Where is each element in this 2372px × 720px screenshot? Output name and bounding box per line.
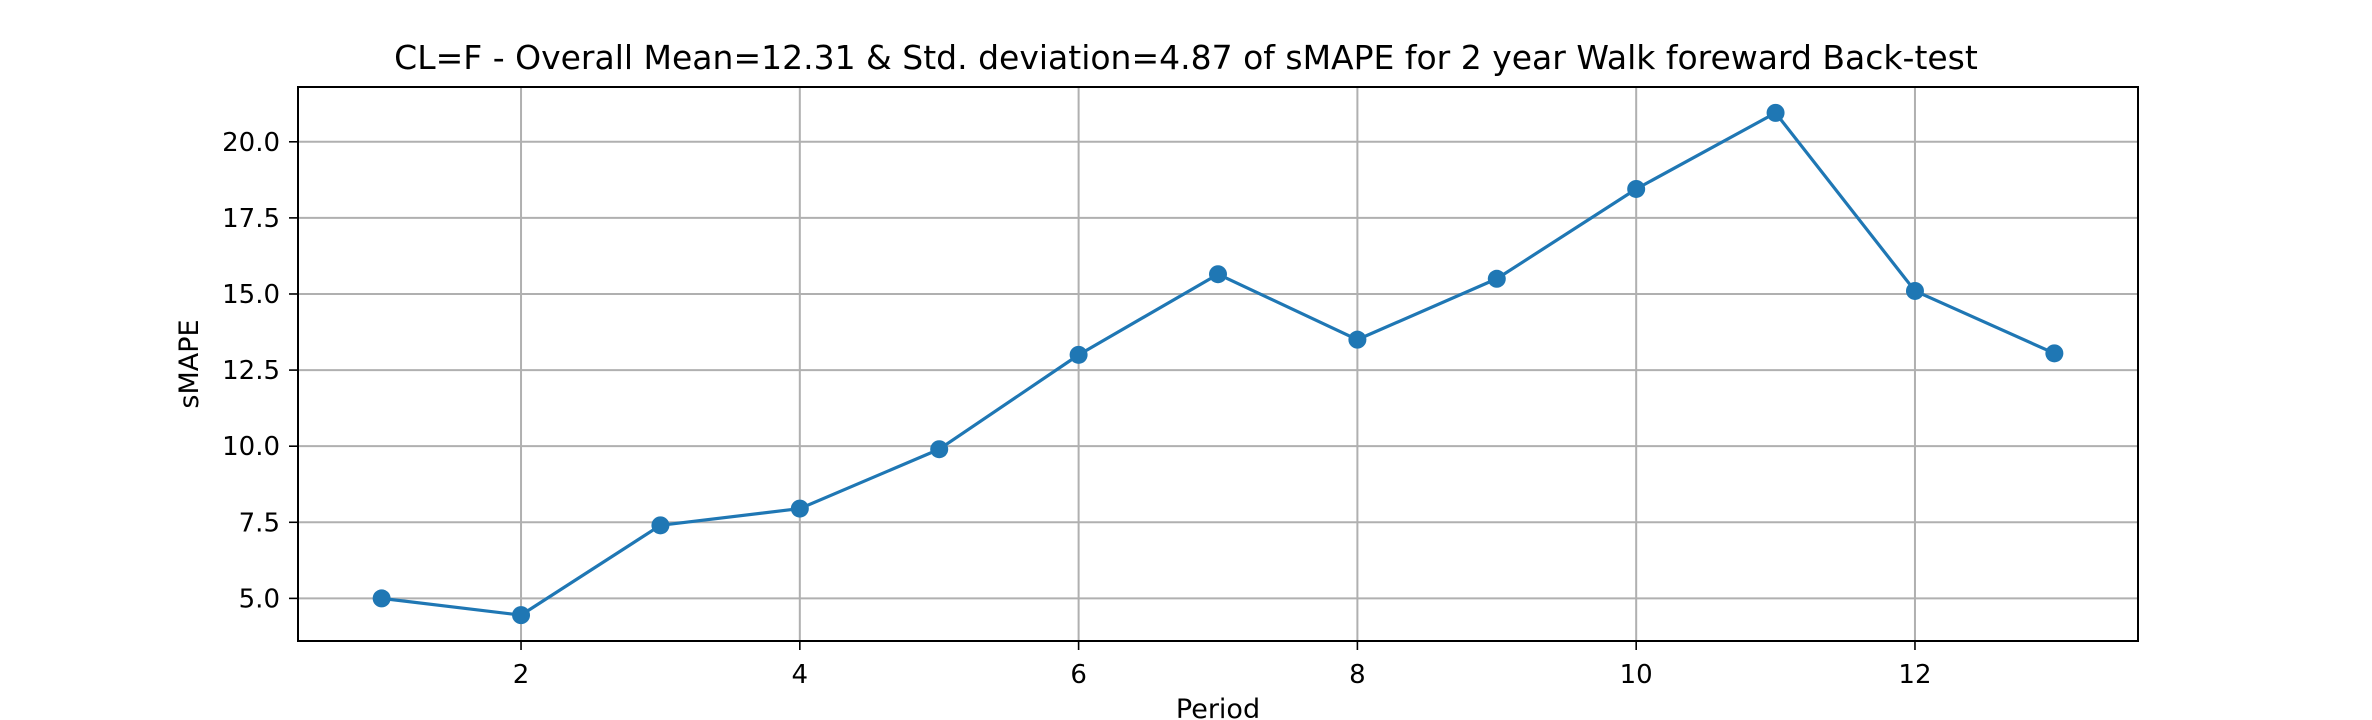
data-point xyxy=(1627,179,1646,198)
data-point xyxy=(372,589,391,608)
y-tick-label: 5.0 xyxy=(239,584,280,614)
data-point xyxy=(790,499,809,518)
x-axis-label: Period xyxy=(1176,694,1260,720)
axis-ticks: 2 4 6 8 10 12 5.0 7.5 10.0 12.5 15.0 17.5 20.0 xyxy=(222,128,1931,690)
chart-title: CL=F - Overall Mean=12.31 & Std. deviati… xyxy=(394,38,1978,77)
x-tick-label: 6 xyxy=(1070,660,1087,690)
data-point xyxy=(1348,330,1367,349)
y-tick-label: 20.0 xyxy=(222,128,280,158)
y-tick-label: 10.0 xyxy=(222,432,280,462)
x-tick-label: 8 xyxy=(1349,660,1366,690)
x-tick-label: 12 xyxy=(1898,660,1931,690)
y-tick-label: 7.5 xyxy=(239,508,280,538)
x-tick-label: 2 xyxy=(513,660,530,690)
x-tick-label: 10 xyxy=(1620,660,1653,690)
grid-lines xyxy=(298,87,2138,641)
data-point xyxy=(1905,281,1924,300)
data-point xyxy=(1766,103,1785,122)
data-point xyxy=(1209,265,1227,284)
x-tick-label: 4 xyxy=(792,660,809,690)
data-point xyxy=(1069,345,1088,364)
data-point xyxy=(512,606,531,625)
data-point xyxy=(1487,269,1506,288)
data-point xyxy=(930,440,949,459)
data-point xyxy=(2045,344,2064,363)
data-point xyxy=(651,516,670,535)
y-tick-label: 15.0 xyxy=(222,280,280,310)
y-tick-label: 12.5 xyxy=(222,356,280,386)
y-axis-label: sMAPE xyxy=(174,319,205,408)
series-layer xyxy=(372,103,2064,625)
plot-frame xyxy=(297,86,2139,642)
y-tick-label: 17.5 xyxy=(222,204,280,234)
series-line xyxy=(381,111,2056,617)
